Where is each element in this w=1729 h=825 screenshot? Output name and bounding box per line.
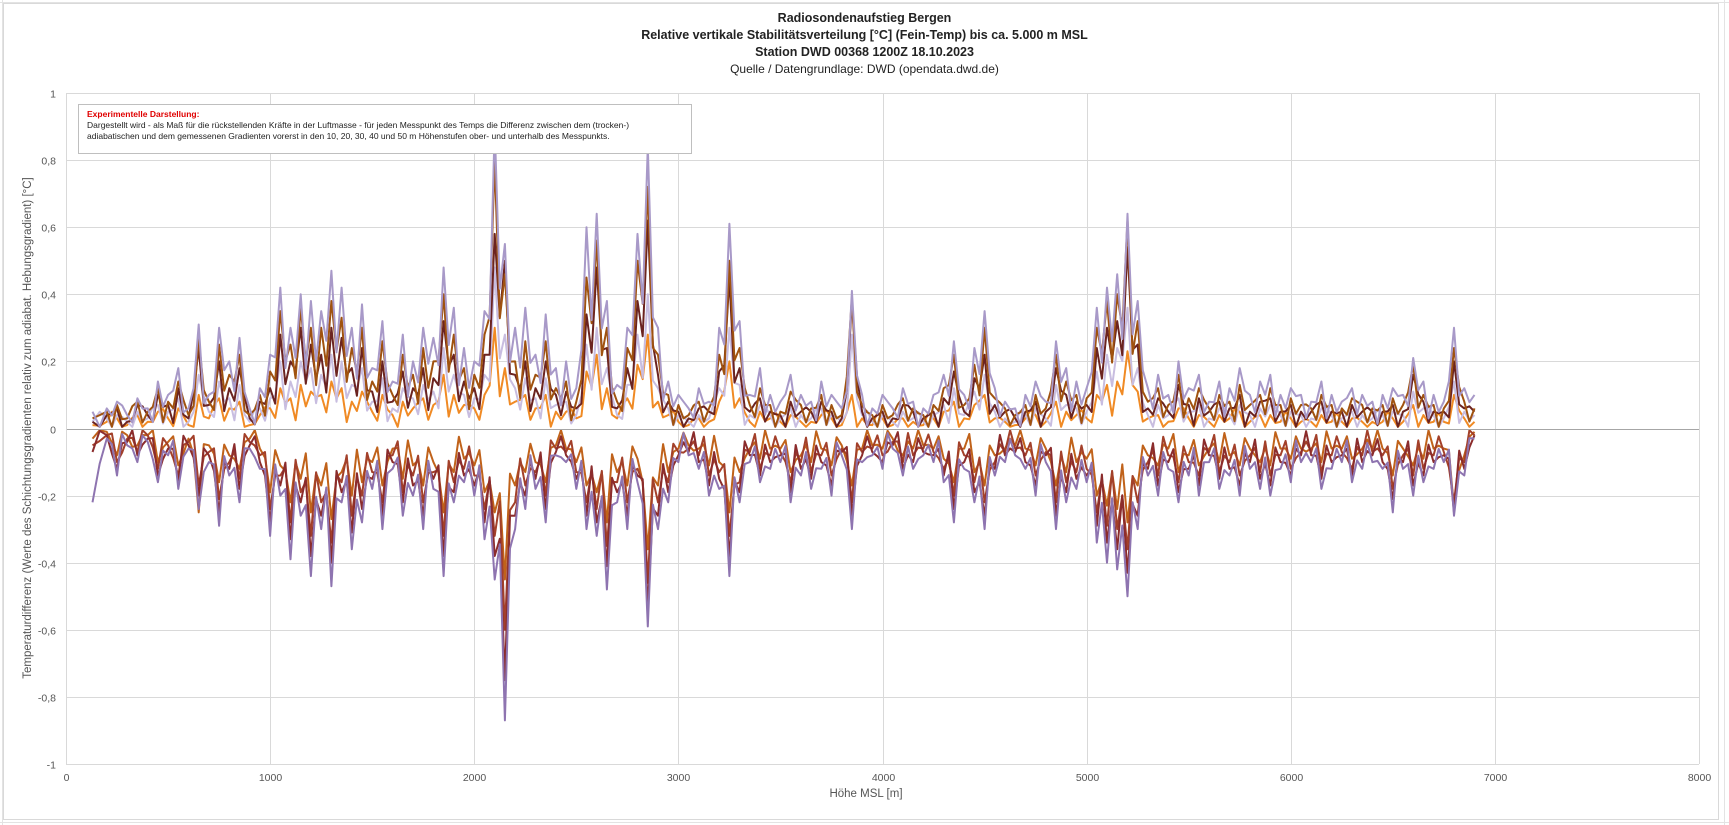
series-line xyxy=(91,429,1476,581)
chart-title: Radiosondenaufstieg Bergen xyxy=(777,11,952,25)
chart-title-block: Radiosondenaufstieg Bergen Relative vert… xyxy=(0,10,1729,78)
series-line xyxy=(91,125,1476,428)
x-tick-label: 5000 xyxy=(1076,772,1100,784)
series-line xyxy=(91,429,1476,631)
chart-source: Quelle / Datengrundlage: DWD (opendata.d… xyxy=(730,62,999,76)
y-tick-label: 0,8 xyxy=(41,156,56,168)
x-tick-label: 2000 xyxy=(463,772,487,784)
series-line xyxy=(91,432,1475,722)
y-tick-label: -0,4 xyxy=(38,559,56,571)
chart-subtitle-2: Station DWD 00368 1200Z 18.10.2023 xyxy=(755,45,974,59)
x-tick-label: 1000 xyxy=(259,772,283,784)
x-tick-label: 4000 xyxy=(872,772,896,784)
annotation-line-1: Dargestellt wird - als Maß für die rücks… xyxy=(87,120,630,130)
series-line xyxy=(92,159,1476,428)
y-tick-label: 0,6 xyxy=(41,223,56,235)
x-axis-title: Höhe MSL [m] xyxy=(829,788,903,800)
x-tick-labels: 0 1000 2000 3000 4000 5000 6000 7000 8000 xyxy=(64,772,1712,784)
x-tick-label: 8000 xyxy=(1688,772,1712,784)
x-tick-label: 3000 xyxy=(667,772,691,784)
annotation-box: Experimentelle Darstellung: Dargestellt … xyxy=(78,104,692,154)
y-tick-label: 0,2 xyxy=(41,357,56,369)
series-line xyxy=(91,219,1476,428)
y-tick-label: 0 xyxy=(50,425,56,437)
y-tick-label: 0,4 xyxy=(41,290,56,302)
x-tick-label: 0 xyxy=(64,772,70,784)
y-tick-labels: 1 0,8 0,6 0,4 0,2 0 -0,2 -0,4 -0,6 -0,8 -1 xyxy=(38,89,56,772)
y-tick-label: -0,2 xyxy=(38,492,56,504)
chart-subtitle-1: Relative vertikale Stabilitätsverteilung… xyxy=(641,28,1088,42)
axes xyxy=(66,93,1699,765)
gridlines xyxy=(66,93,1700,765)
annotation-heading: Experimentelle Darstellung: xyxy=(87,109,200,119)
y-tick-label: -0,6 xyxy=(38,626,56,638)
series-lines xyxy=(91,125,1476,722)
y-tick-label: -0,8 xyxy=(38,693,56,705)
y-axis-title: Temperaturdifferenz (Werte des Schichtun… xyxy=(22,177,34,679)
x-tick-label: 7000 xyxy=(1484,772,1508,784)
annotation-line-2: adiabatischen und dem gemessenen Gradien… xyxy=(87,131,610,141)
x-tick-label: 6000 xyxy=(1280,772,1304,784)
y-tick-label: -1 xyxy=(47,760,56,772)
y-tick-label: 1 xyxy=(50,89,56,101)
